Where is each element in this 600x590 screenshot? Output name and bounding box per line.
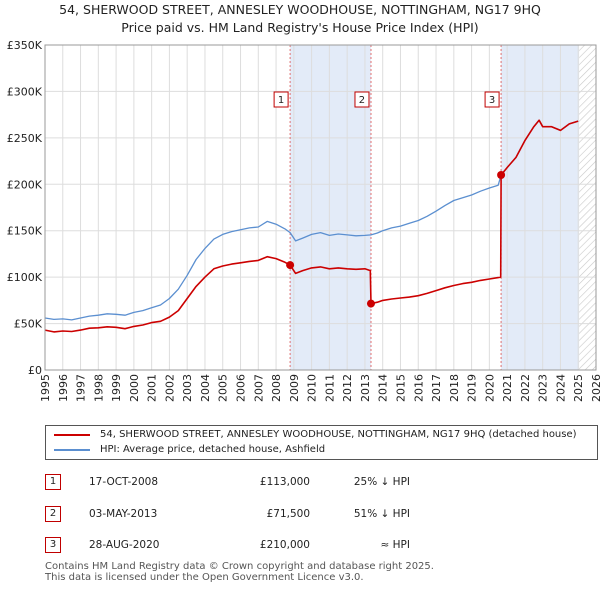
x-tick-label: 1999 — [110, 374, 123, 402]
x-tick-label: 2013 — [359, 374, 372, 402]
sale-point — [497, 171, 506, 179]
legend-swatch-property — [54, 433, 90, 436]
transaction-date: 17-OCT-2008 — [89, 476, 158, 488]
x-tick-label: 2014 — [377, 374, 390, 402]
marker-label: 1 — [278, 95, 284, 106]
x-tick-label: 2022 — [519, 374, 532, 402]
x-tick-label: 2016 — [412, 374, 425, 402]
x-tick-label: 1996 — [57, 374, 70, 402]
y-tick-label: £250K — [7, 132, 43, 145]
x-tick-label: 2011 — [323, 374, 336, 402]
x-tick-label: 2026 — [590, 374, 600, 402]
footer: Contains HM Land Registry data © Crown c… — [45, 561, 434, 583]
footer-licence: This data is licensed under the Open Gov… — [45, 572, 364, 583]
ownership-shade — [501, 45, 580, 370]
x-tick-label: 2018 — [448, 374, 461, 402]
legend: 54, SHERWOOD STREET, ANNESLEY WOODHOUSE,… — [45, 425, 598, 460]
x-tick-label: 2021 — [501, 374, 514, 402]
x-tick-label: 2005 — [217, 374, 230, 402]
marker-label: 3 — [489, 95, 495, 106]
legend-swatch-hpi — [54, 448, 90, 451]
x-tick-label: 2004 — [199, 374, 212, 402]
x-tick-label: 2003 — [181, 374, 194, 402]
sale-point — [366, 299, 375, 308]
x-tick-label: 2023 — [537, 374, 550, 402]
x-tick-label: 2020 — [483, 374, 496, 402]
transaction-number: 1 — [45, 474, 61, 490]
legend-label-hpi: HPI: Average price, detached house, Ashf… — [100, 444, 326, 455]
x-tick-label: 2007 — [252, 374, 265, 402]
x-tick-label: 2008 — [270, 374, 283, 402]
transaction-number: 2 — [45, 506, 61, 522]
transaction-price: £210,000 — [259, 539, 310, 551]
marker-box — [354, 91, 370, 108]
transaction-price: £71,500 — [266, 508, 310, 520]
chart-title: 54, SHERWOOD STREET, ANNESLEY WOODHOUSE,… — [59, 2, 541, 17]
marker-box — [273, 91, 289, 108]
x-tick-label: 2015 — [394, 374, 407, 402]
x-tick-label: 2024 — [554, 374, 567, 402]
y-tick-label: £100K — [7, 271, 43, 284]
transaction-hpi-relation: 51% ↓ HPI — [353, 508, 410, 520]
x-tick-label: 2000 — [128, 374, 141, 402]
x-tick-label: 2010 — [306, 374, 319, 402]
y-tick-label: £300K — [7, 85, 43, 98]
transaction-hpi-relation: ≈ HPI — [380, 539, 410, 551]
transaction-hpi-relation: 25% ↓ HPI — [353, 476, 410, 488]
sale-point — [286, 261, 295, 270]
future-hatch — [579, 45, 596, 370]
x-tick-label: 1998 — [92, 374, 105, 402]
transaction-date: 28-AUG-2020 — [89, 539, 160, 551]
x-tick-label: 2002 — [163, 374, 176, 402]
x-tick-label: 1995 — [39, 374, 52, 402]
y-tick-label: £150K — [7, 225, 43, 238]
x-tick-label: 2012 — [341, 374, 354, 402]
hpi-line — [44, 119, 579, 321]
marker-box — [484, 91, 500, 108]
footer-copyright: Contains HM Land Registry data © Crown c… — [45, 561, 434, 572]
marker-label: 2 — [359, 95, 365, 106]
property-price-line — [44, 119, 579, 333]
x-tick-label: 2025 — [572, 374, 585, 402]
x-tick-label: 2001 — [146, 374, 159, 402]
x-tick-label: 2019 — [466, 374, 479, 402]
y-tick-label: £0 — [28, 364, 42, 377]
transaction-date: 03-MAY-2013 — [89, 508, 158, 520]
x-tick-label: 2009 — [288, 374, 301, 402]
transaction-number: 3 — [45, 537, 61, 553]
x-tick-label: 2017 — [430, 374, 443, 402]
chart-subtitle: Price paid vs. HM Land Registry's House … — [121, 20, 479, 35]
x-tick-label: 2006 — [235, 374, 248, 402]
y-tick-label: £350K — [7, 39, 43, 52]
x-tick-label: 1997 — [75, 374, 88, 402]
price-chart: £0 £50K £100K £150K £200K £250K £300K £350K 1995… — [7, 39, 600, 402]
legend-item-property: 54, SHERWOOD STREET, ANNESLEY WOODHOUSE,… — [54, 429, 577, 445]
legend-item-hpi: HPI: Average price, detached house, Ashf… — [54, 444, 325, 460]
transaction-price: £113,000 — [259, 476, 310, 488]
y-tick-label: £200K — [7, 178, 43, 191]
legend-label-property: 54, SHERWOOD STREET, ANNESLEY WOODHOUSE,… — [100, 429, 577, 440]
y-tick-label: £50K — [14, 318, 43, 331]
plot-frame — [44, 44, 597, 371]
